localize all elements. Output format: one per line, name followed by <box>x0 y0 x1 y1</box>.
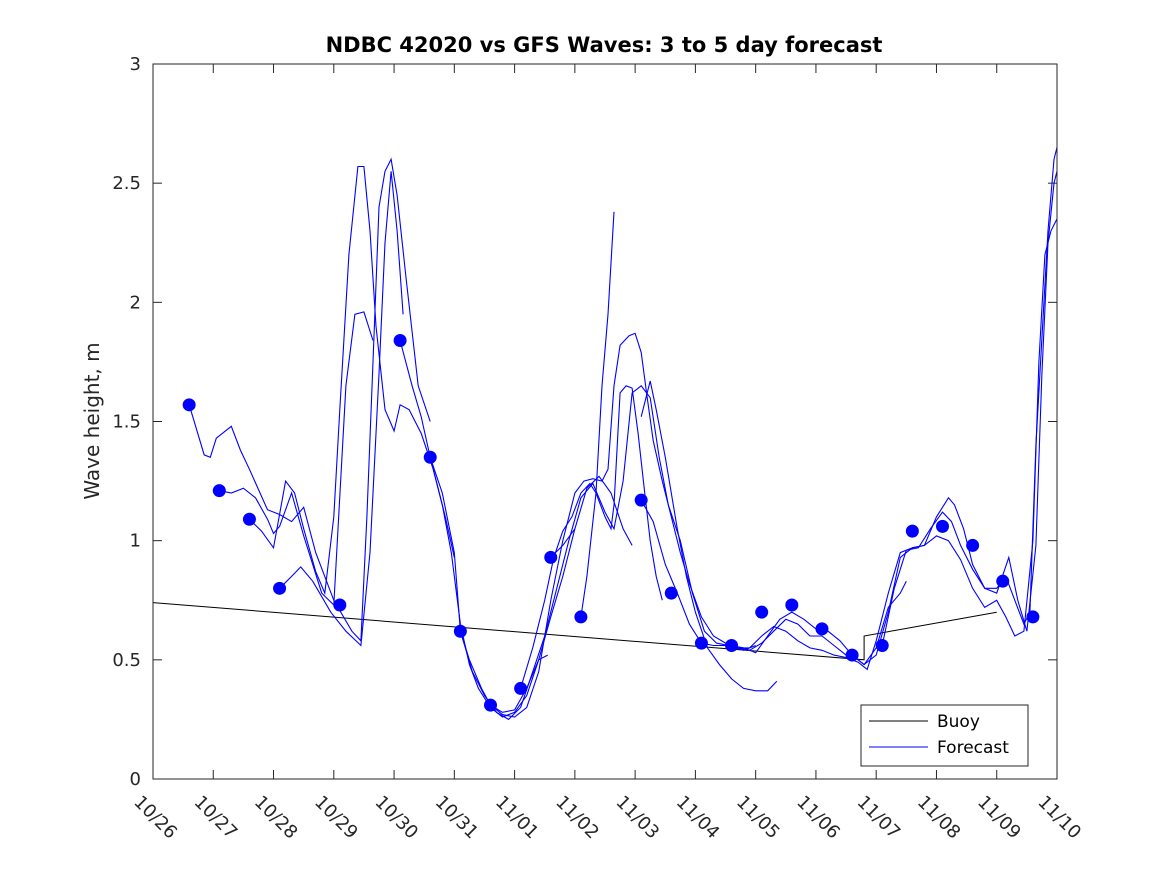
forecast-point <box>1026 610 1040 624</box>
legend-label-buoy: Buoy <box>937 712 980 732</box>
forecast-point <box>514 681 528 695</box>
forecast-point <box>755 605 769 619</box>
legend: Buoy Forecast <box>860 704 1029 767</box>
forecast-point <box>574 610 588 624</box>
forecast-point <box>845 648 859 662</box>
y-tick-label: 1.5 <box>112 412 141 433</box>
forecast-run-line <box>640 380 778 692</box>
forecast-point <box>483 698 497 712</box>
forecast-run-line <box>188 157 431 643</box>
legend-label-forecast: Forecast <box>937 738 1009 758</box>
plot-area <box>153 147 1057 721</box>
forecast-run-line <box>459 332 859 718</box>
forecast-point <box>935 519 949 533</box>
buoy-series-line <box>153 602 997 661</box>
forecast-point <box>694 636 708 650</box>
forecast-point <box>634 493 648 507</box>
y-tick-label: 1 <box>130 531 141 552</box>
y-tick-label: 0.5 <box>112 650 141 671</box>
y-tick-label: 2 <box>130 292 141 313</box>
y-axis-label: Wave height, m <box>80 342 104 499</box>
forecast-point <box>544 550 558 564</box>
forecast-point <box>905 524 919 538</box>
forecast-run-line <box>640 218 1057 671</box>
legend-box <box>860 704 1029 767</box>
forecast-point <box>815 622 829 636</box>
forecast-point <box>273 581 287 595</box>
forecast-point <box>423 450 437 464</box>
forecast-run-line <box>399 340 633 718</box>
forecast-point <box>996 574 1010 588</box>
y-tick-label: 2.5 <box>112 173 141 194</box>
chart-title: NDBC 42020 vs GFS Waves: 3 to 5 day fore… <box>326 33 883 57</box>
forecast-run-line <box>219 311 374 607</box>
forecast-point <box>393 333 407 347</box>
forecast-point <box>725 639 739 653</box>
forecast-point <box>966 538 980 552</box>
forecast-run-line <box>279 171 404 647</box>
forecast-point <box>664 586 678 600</box>
forecast-run-line <box>429 385 756 721</box>
forecast-point <box>242 512 256 526</box>
forecast-point <box>182 398 196 412</box>
forecast-run-line <box>249 165 455 596</box>
forecast-point <box>785 598 799 612</box>
forecast-run-line <box>580 211 615 617</box>
forecast-run-line <box>490 654 548 713</box>
forecast-point <box>875 639 889 653</box>
y-tick-label: 0 <box>130 769 141 790</box>
forecast-point <box>453 624 467 638</box>
forecast-run-line <box>881 171 1057 646</box>
forecast-point <box>212 484 226 498</box>
y-tick-label: 3 <box>130 54 141 75</box>
forecast-point <box>333 598 347 612</box>
forecast-run-line <box>851 580 907 666</box>
